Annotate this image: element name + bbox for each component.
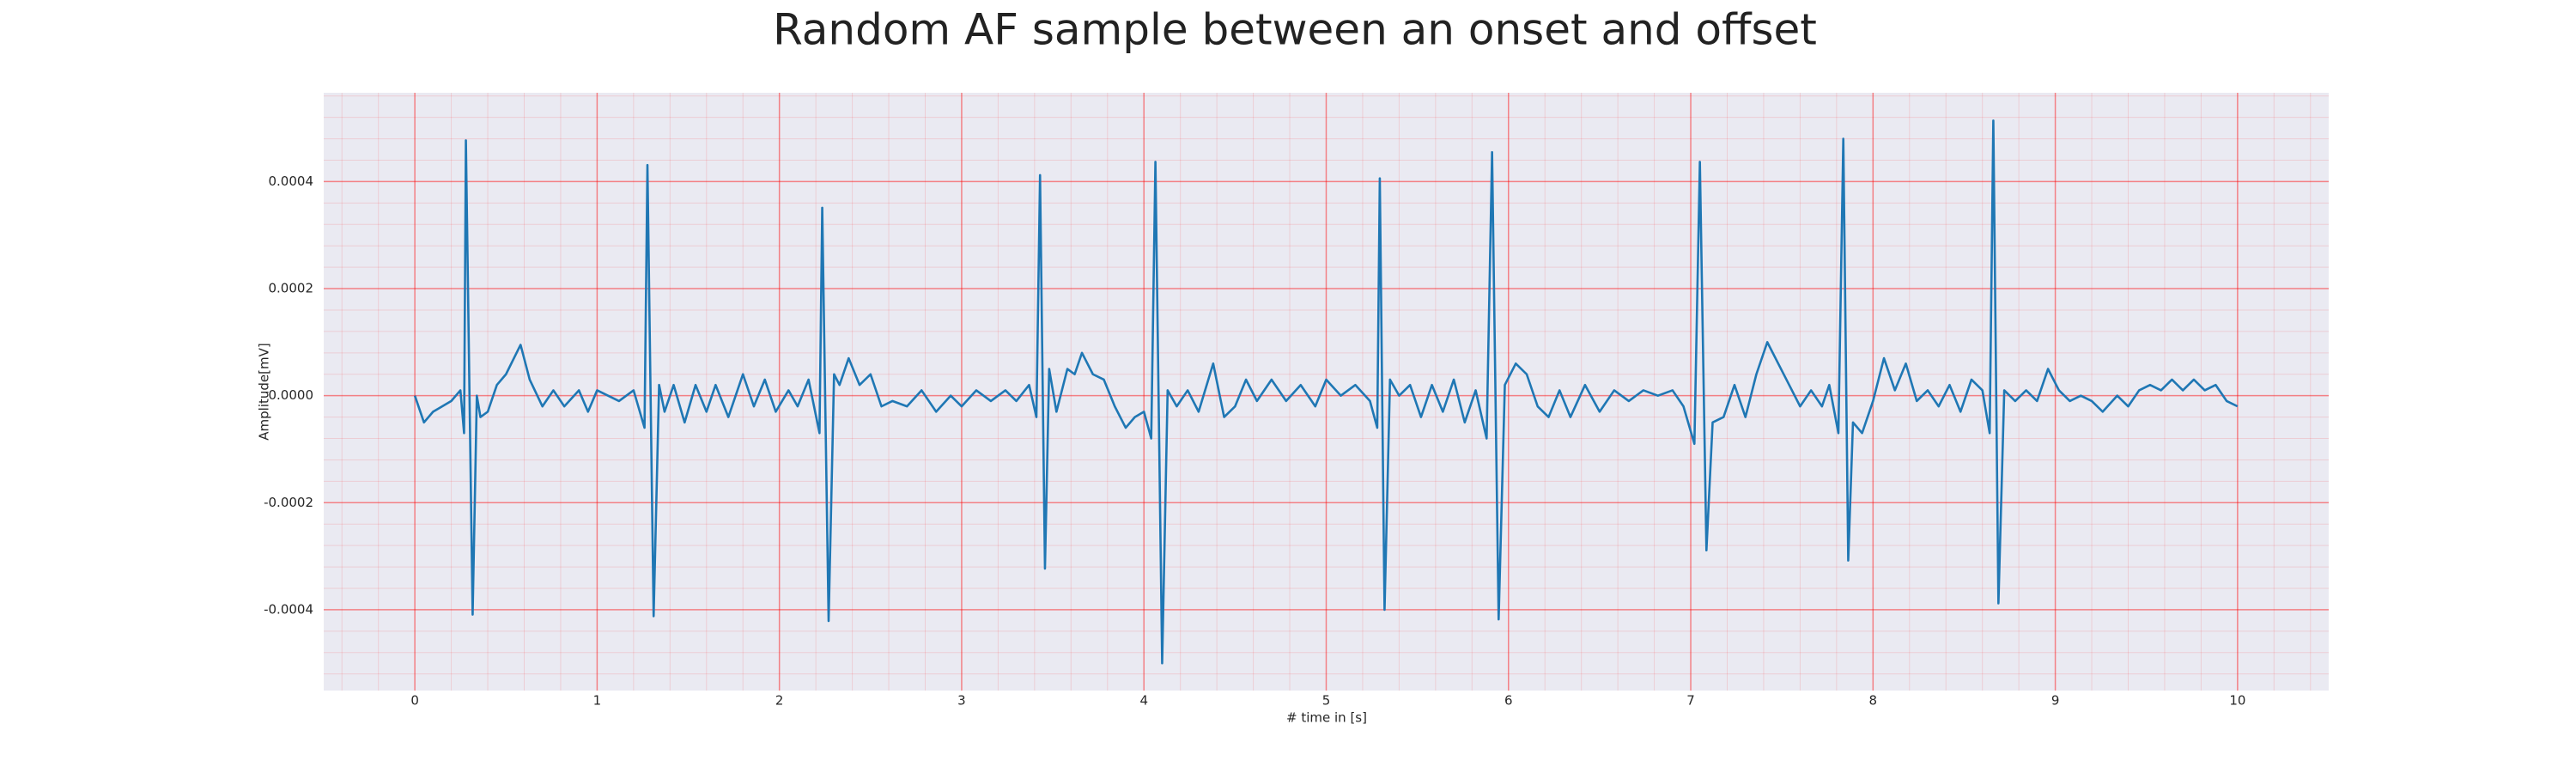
y-tick-label: -0.0004 — [264, 601, 313, 617]
x-tick-label: 2 — [775, 693, 784, 709]
y-tick-label: 0.0004 — [269, 173, 314, 189]
x-tick-label: 9 — [2051, 693, 2060, 709]
y-tick-label: -0.0002 — [264, 495, 313, 510]
x-tick-label: 8 — [1869, 693, 1878, 709]
x-tick-label: 0 — [410, 693, 419, 709]
x-tick-label: 4 — [1139, 693, 1148, 709]
x-tick-label: 10 — [2229, 693, 2245, 709]
x-tick-label: 7 — [1686, 693, 1695, 709]
x-axis-label: # time in [s] — [1286, 710, 1367, 726]
y-tick-label: 0.0000 — [269, 387, 314, 403]
y-tick-label: 0.0002 — [269, 281, 314, 296]
x-tick-label: 3 — [957, 693, 966, 709]
x-tick-label: 6 — [1504, 693, 1513, 709]
y-axis-label: Amplitude[mV] — [257, 343, 272, 440]
x-tick-label: 5 — [1322, 693, 1331, 709]
x-tick-label: 1 — [593, 693, 602, 709]
line-series — [413, 119, 2239, 665]
chart-title: Random AF sample between an onset and of… — [773, 5, 1817, 55]
